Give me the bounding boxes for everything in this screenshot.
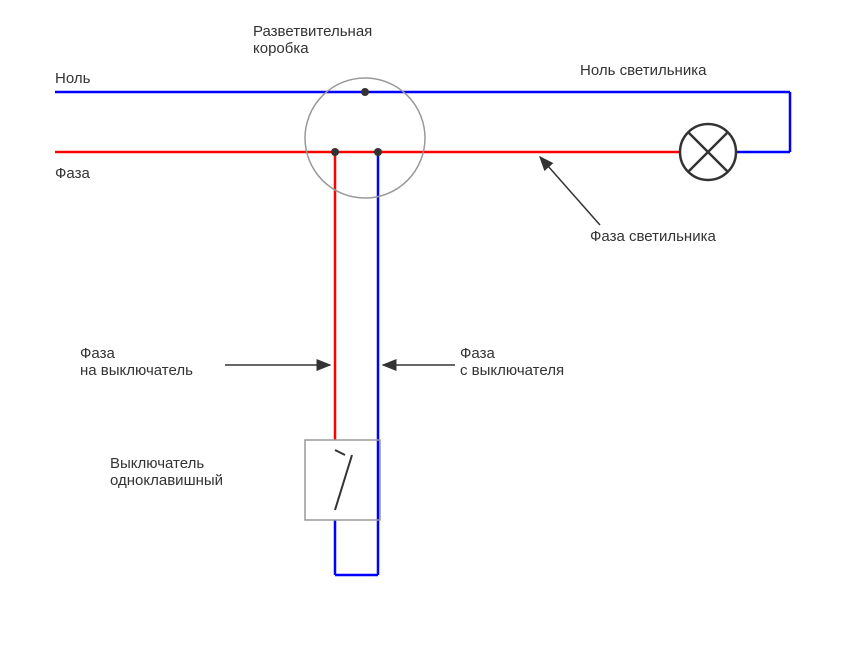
label-switch-in: Фаза на выключатель: [80, 345, 193, 379]
label-junction-box: Разветвительная коробка: [253, 23, 372, 57]
switch-box: [305, 440, 380, 520]
label-switch: Выключатель одноклавишный: [110, 455, 223, 489]
switch-contact: [335, 455, 352, 510]
wiring-diagram: Разветвительная коробка Ноль Фаза Ноль с…: [0, 0, 856, 642]
label-lamp-phase: Фаза светильника: [590, 228, 716, 245]
switch-contact-tip: [335, 450, 345, 455]
arrow-lamp-phase: [540, 157, 600, 225]
label-phase: Фаза: [55, 165, 90, 182]
junction-dot-phase-in: [331, 148, 339, 156]
junction-dot-null: [361, 88, 369, 96]
label-null: Ноль: [55, 70, 90, 87]
junction-dot-phase-out: [374, 148, 382, 156]
label-switch-out: Фаза с выключателя: [460, 345, 564, 379]
label-lamp-null: Ноль светильника: [580, 62, 706, 79]
diagram-svg: [0, 0, 856, 642]
